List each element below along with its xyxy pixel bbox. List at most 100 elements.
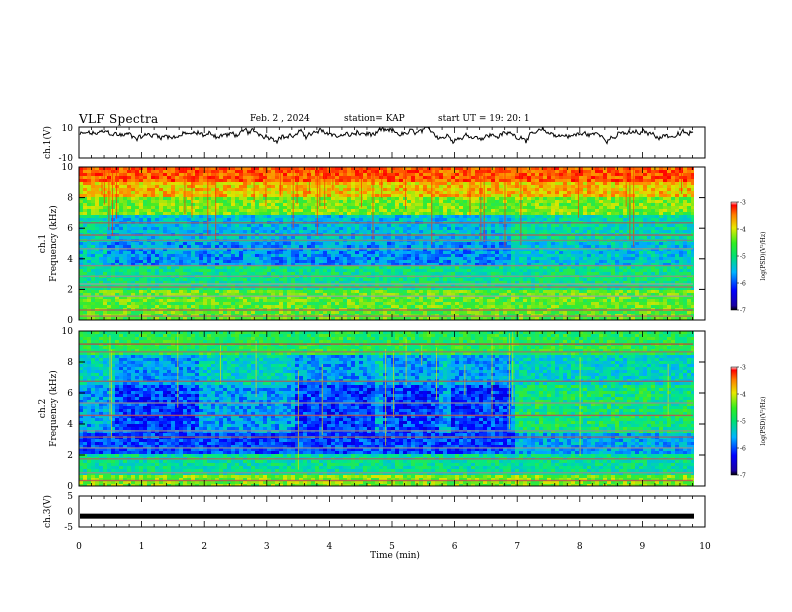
psd-cell xyxy=(199,197,204,201)
psd-cell xyxy=(343,317,348,320)
psd-cell xyxy=(355,215,360,219)
psd-cell xyxy=(243,212,248,216)
psd-cell xyxy=(311,302,316,306)
psd-cell xyxy=(411,299,416,303)
psd-cell xyxy=(143,311,148,315)
psd-cell xyxy=(255,200,260,204)
psd-cell xyxy=(127,266,132,270)
psd-cell xyxy=(395,305,400,309)
psd-cell xyxy=(219,266,224,270)
psd-cell xyxy=(375,269,380,273)
psd-cell xyxy=(299,200,304,204)
psd-cell xyxy=(235,170,240,174)
psd-cell xyxy=(203,200,208,204)
psd-cell xyxy=(87,245,92,249)
psd-cell xyxy=(279,248,284,252)
psd-cell xyxy=(411,194,416,198)
psd-cell xyxy=(163,305,168,309)
psd-cell xyxy=(171,269,176,273)
psd-cell xyxy=(379,185,384,189)
psd-cell xyxy=(419,185,424,189)
psd-cell xyxy=(183,272,188,276)
psd-cell xyxy=(375,191,380,195)
psd-cell xyxy=(231,182,236,186)
psd-cell xyxy=(395,191,400,195)
psd-cell xyxy=(335,212,340,216)
psd-cell xyxy=(79,224,84,228)
psd-cell xyxy=(407,305,412,309)
psd-cell xyxy=(131,317,136,320)
psd-cell xyxy=(371,245,376,249)
psd-cell xyxy=(283,212,288,216)
psd-cell xyxy=(343,281,348,285)
psd-cell xyxy=(235,212,240,216)
psd-cell xyxy=(375,206,380,210)
psd-cell xyxy=(151,248,156,252)
psd-cell xyxy=(163,263,168,267)
psd-cell xyxy=(139,245,144,249)
psd-cell xyxy=(87,215,92,219)
psd-cell xyxy=(207,302,212,306)
psd-cell xyxy=(259,197,264,201)
psd-cell xyxy=(167,206,172,210)
psd-cell xyxy=(399,251,404,255)
psd-cell xyxy=(287,245,292,249)
psd-cell xyxy=(235,188,240,192)
psd-cell xyxy=(87,317,92,320)
psd-cell xyxy=(219,203,224,207)
psd-cell xyxy=(287,284,292,288)
psd-cell xyxy=(191,206,196,210)
psd-cell xyxy=(219,191,224,195)
psd-cell xyxy=(427,218,432,222)
psd-cell xyxy=(115,281,120,285)
psd-cell xyxy=(135,200,140,204)
psd-cell xyxy=(391,254,396,258)
psd-cell xyxy=(455,272,460,276)
psd-cell xyxy=(327,248,332,252)
psd-cell xyxy=(403,260,408,264)
psd-cell xyxy=(247,305,252,309)
psd-cell xyxy=(303,266,308,270)
psd-cell xyxy=(283,215,288,219)
psd-cell xyxy=(391,188,396,192)
psd-cell xyxy=(343,290,348,294)
psd-cell xyxy=(279,167,284,171)
psd-cell xyxy=(339,287,344,291)
psd-cell xyxy=(187,218,192,222)
psd-cell xyxy=(223,167,228,171)
psd-cell xyxy=(179,200,184,204)
spectral-streak xyxy=(332,167,334,190)
psd-cell xyxy=(263,266,268,270)
psd-cell xyxy=(123,194,128,198)
psd-cell xyxy=(115,266,120,270)
psd-cell xyxy=(415,194,420,198)
psd-cell xyxy=(339,293,344,297)
psd-cell xyxy=(299,278,304,282)
psd-cell xyxy=(83,272,88,276)
psd-cell xyxy=(431,176,436,180)
psd-cell xyxy=(207,218,212,222)
psd-cell xyxy=(163,251,168,255)
psd-cell xyxy=(267,179,272,183)
psd-cell xyxy=(275,251,280,255)
psd-cell xyxy=(119,266,124,270)
psd-cell xyxy=(451,278,456,282)
psd-cell xyxy=(123,191,128,195)
psd-cell xyxy=(255,188,260,192)
psd-cell xyxy=(147,227,152,231)
spectral-streak xyxy=(316,167,318,236)
psd-cell xyxy=(151,272,156,276)
psd-cell xyxy=(131,236,136,240)
psd-cell xyxy=(227,215,232,219)
psd-cell xyxy=(375,197,380,201)
psd-cell xyxy=(427,317,432,320)
psd-cell xyxy=(323,209,328,213)
psd-cell xyxy=(203,218,208,222)
psd-cell xyxy=(287,194,292,198)
psd-cell xyxy=(255,245,260,249)
psd-cell xyxy=(187,251,192,255)
psd-cell xyxy=(99,242,104,246)
psd-cell xyxy=(235,299,240,303)
psd-cell xyxy=(199,167,204,171)
